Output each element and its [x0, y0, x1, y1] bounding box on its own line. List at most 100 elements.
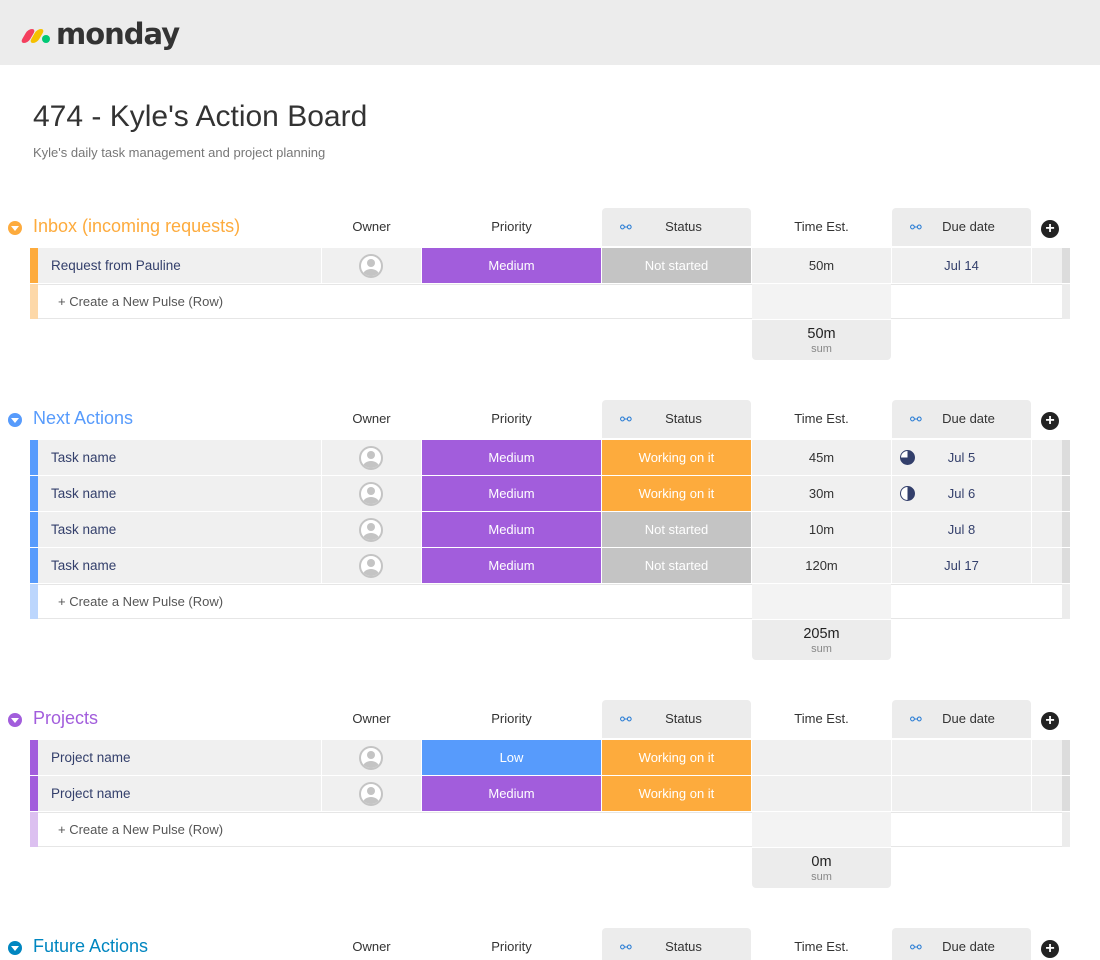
collapse-toggle-icon[interactable] — [8, 413, 22, 427]
time-estimate[interactable] — [752, 776, 891, 811]
row-name[interactable]: Task name — [30, 548, 321, 583]
avatar-placeholder-icon[interactable] — [359, 782, 383, 806]
due-date[interactable]: Jul 17 — [892, 548, 1031, 583]
priority-label[interactable]: Medium — [422, 512, 601, 547]
row-name[interactable]: Task name — [30, 476, 321, 511]
column-header-owner[interactable]: Owner — [352, 939, 391, 954]
owner-cell[interactable] — [322, 776, 421, 811]
due-date[interactable]: Jul 8 — [892, 512, 1031, 547]
owner-cell[interactable] — [322, 476, 421, 511]
board-title[interactable]: 474 - Kyle's Action Board — [33, 100, 368, 133]
due-date[interactable]: Jul 6 — [892, 476, 1031, 511]
avatar-placeholder-icon[interactable] — [359, 518, 383, 542]
column-header-due-date[interactable]: ⚯ Due date — [892, 208, 1031, 246]
status-label[interactable]: Not started — [602, 248, 751, 283]
due-date[interactable] — [892, 776, 1031, 811]
status-label[interactable]: Not started — [602, 548, 751, 583]
avatar-placeholder-icon[interactable] — [359, 254, 383, 278]
priority-label[interactable]: Medium — [422, 548, 601, 583]
column-header-priority[interactable]: Priority — [491, 939, 532, 954]
column-header-time-est[interactable]: Time Est. — [794, 939, 849, 954]
column-header-owner[interactable]: Owner — [352, 219, 391, 234]
group-title[interactable]: Projects — [33, 708, 99, 728]
column-header-status[interactable]: ⚯ Status — [602, 700, 751, 738]
collapse-toggle-icon[interactable] — [8, 221, 22, 235]
column-header-priority[interactable]: Priority — [491, 411, 532, 426]
column-header-due-date[interactable]: ⚯ Due date — [892, 400, 1031, 438]
time-estimate[interactable]: 30m — [752, 476, 891, 511]
status-label[interactable]: Working on it — [602, 740, 751, 775]
avatar-placeholder-icon[interactable] — [359, 554, 383, 578]
create-new-pulse-label[interactable]: + Create a New Pulse (Row) — [58, 822, 224, 837]
table-row[interactable]: Request from Pauline Medium Not started 50m… — [0, 248, 1100, 284]
column-header-time-est[interactable]: Time Est. — [794, 219, 849, 234]
column-header-priority[interactable]: Priority — [491, 219, 532, 234]
group-title[interactable]: Future Actions — [33, 936, 149, 956]
collapse-toggle-icon[interactable] — [8, 713, 22, 727]
column-header-status[interactable]: ⚯ Status — [602, 208, 751, 246]
due-date[interactable]: Jul 5 — [892, 440, 1031, 475]
owner-cell[interactable] — [322, 440, 421, 475]
priority-label[interactable]: Low — [422, 740, 601, 775]
column-header-time-est[interactable]: Time Est. — [794, 711, 849, 726]
owner-cell[interactable] — [322, 248, 421, 283]
column-header-due-date[interactable]: ⚯ Due date — [892, 928, 1031, 960]
status-label[interactable]: Not started — [602, 512, 751, 547]
create-new-pulse-row[interactable]: + Create a New Pulse (Row) — [0, 284, 1100, 320]
create-new-pulse-label[interactable]: + Create a New Pulse (Row) — [58, 594, 224, 609]
owner-cell[interactable] — [322, 740, 421, 775]
group-header: Inbox (incoming requests) Owner Priority ⚯ S… — [0, 208, 1100, 248]
avatar-placeholder-icon[interactable] — [359, 446, 383, 470]
time-estimate[interactable]: 10m — [752, 512, 891, 547]
table-row[interactable]: Project name Low Working on it — [0, 740, 1100, 776]
table-row[interactable]: Task name Medium Not started 120m Jul 17 — [0, 548, 1100, 584]
row-name[interactable]: Task name — [30, 440, 321, 475]
time-estimate[interactable] — [752, 740, 891, 775]
status-label[interactable]: Working on it — [602, 440, 751, 475]
collapse-toggle-icon[interactable] — [8, 941, 22, 955]
group-title[interactable]: Next Actions — [33, 408, 134, 428]
add-column-icon[interactable]: + — [1041, 712, 1059, 730]
due-date[interactable] — [892, 740, 1031, 775]
group-title[interactable]: Inbox (incoming requests) — [33, 216, 241, 236]
priority-label[interactable]: Medium — [422, 248, 601, 283]
owner-cell[interactable] — [322, 548, 421, 583]
monday-logo[interactable]: monday — [19, 14, 180, 54]
priority-label[interactable]: Medium — [422, 776, 601, 811]
priority-label[interactable]: Medium — [422, 476, 601, 511]
time-estimate[interactable]: 50m — [752, 248, 891, 283]
table-row[interactable]: Task name Medium Working on it 45m Jul 5 — [0, 440, 1100, 476]
priority-label[interactable]: Medium — [422, 440, 601, 475]
row-name[interactable]: Task name — [30, 512, 321, 547]
add-column-icon[interactable]: + — [1041, 220, 1059, 238]
create-new-pulse-row[interactable]: + Create a New Pulse (Row) — [0, 584, 1100, 620]
table-row[interactable]: Project name Medium Working on it — [0, 776, 1100, 812]
due-date[interactable]: Jul 14 — [892, 248, 1031, 283]
row-name[interactable]: Project name — [30, 776, 321, 811]
status-label[interactable]: Working on it — [602, 776, 751, 811]
time-estimate[interactable]: 120m — [752, 548, 891, 583]
column-header-time-est[interactable]: Time Est. — [794, 411, 849, 426]
status-label[interactable]: Working on it — [602, 476, 751, 511]
board-description[interactable]: Kyle's daily task management and project… — [33, 145, 326, 160]
avatar-placeholder-icon[interactable] — [359, 746, 383, 770]
add-column-icon[interactable]: + — [1041, 412, 1059, 430]
row-name[interactable]: Request from Pauline — [30, 248, 321, 283]
column-header-owner[interactable]: Owner — [352, 411, 391, 426]
column-header-status[interactable]: ⚯ Status — [602, 928, 751, 960]
create-new-pulse-row[interactable]: + Create a New Pulse (Row) — [0, 812, 1100, 848]
avatar-placeholder-icon[interactable] — [359, 482, 383, 506]
table-row[interactable]: Task name Medium Not started 10m Jul 8 — [0, 512, 1100, 548]
create-new-pulse-label[interactable]: + Create a New Pulse (Row) — [58, 294, 224, 309]
column-header-status[interactable]: ⚯ Status — [602, 400, 751, 438]
add-column-icon[interactable]: + — [1041, 940, 1059, 958]
column-header-priority[interactable]: Priority — [491, 711, 532, 726]
column-header-owner[interactable]: Owner — [352, 711, 391, 726]
row-name[interactable]: Project name — [30, 740, 321, 775]
time-estimate[interactable]: 45m — [752, 440, 891, 475]
table-row[interactable]: Task name Medium Working on it 30m Jul 6 — [0, 476, 1100, 512]
owner-cell[interactable] — [322, 512, 421, 547]
column-header-due-date[interactable]: ⚯ Due date — [892, 700, 1031, 738]
link-icon: ⚯ — [910, 411, 922, 427]
time-sum-box: 0m sum — [752, 848, 891, 888]
